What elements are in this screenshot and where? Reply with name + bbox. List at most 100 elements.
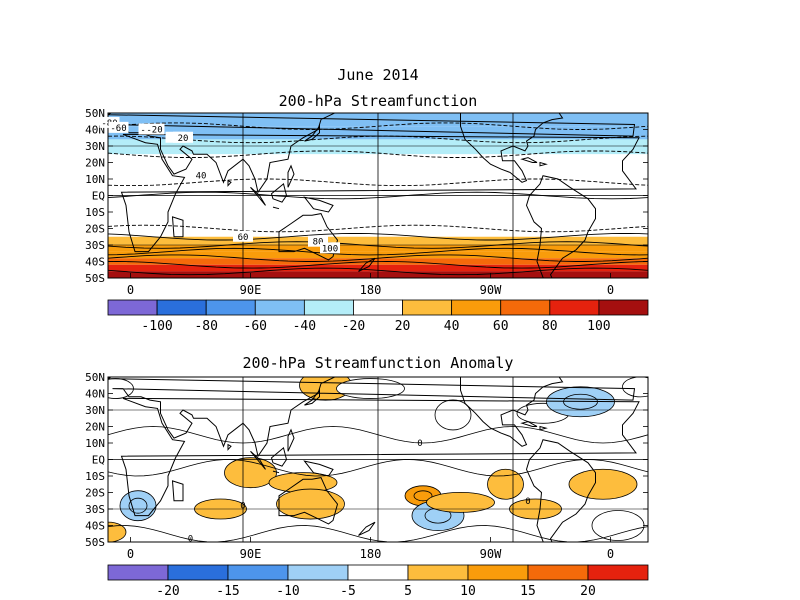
colorbar-label: 10 [460,584,476,599]
coastline [304,124,320,142]
colorbar-label: -80 [194,319,217,334]
coastline [358,257,376,272]
contour-label-bg [191,169,211,181]
colorbar-label: -10 [276,584,299,599]
anomaly-core [413,490,433,502]
contour-label: 60 [238,233,249,243]
colorbar-swatch [402,299,453,316]
coastline [525,175,596,278]
coastline [459,113,564,183]
chart2-plot: 50N 40N 30N 20N 10N EQ 10S 20S 30S 40S 50S 0 90E 180 9… [85,337,649,599]
contour-label-bg [308,235,328,247]
coastline [569,73,619,96]
colorbar-label: 5 [404,584,412,599]
y-tick-label: 50N [85,371,105,384]
colorbar-swatch [303,299,354,316]
coastline [525,439,596,542]
anomaly-blob [426,491,495,513]
contour-label-bg [144,123,165,135]
y-tick-label: 40S [85,256,105,269]
coastline [227,179,232,187]
chart1-subtitle: 200-hPa Streamfunction [278,92,478,110]
x-tick-label: 90E [240,283,262,297]
coastline [278,477,339,525]
anomaly-blob [108,521,127,542]
colorbar-swatch [107,299,158,316]
coastline [569,337,619,360]
coastline [303,460,334,477]
colorbar-swatch [287,564,349,581]
coastline [171,216,184,238]
coastline [108,377,636,458]
anomaly-blob [591,510,645,541]
colorbar-label: -100 [141,319,172,334]
coastline [272,206,280,210]
x-tick-label: 180 [360,547,382,561]
colorbar-label: -5 [340,584,356,599]
colorbar-swatch [227,564,289,581]
y-tick-label: 10N [85,173,105,186]
coastline [120,397,640,517]
anomaly-core [128,497,148,514]
anomaly-blob [276,488,345,520]
coastline [227,443,232,451]
colorbar-swatch [451,299,502,316]
contour-label-bg [233,230,253,242]
y-tick-label: 20N [85,421,105,434]
x-tick-label: 0 [607,547,614,561]
colorbar-swatch [167,564,229,581]
colorbar-swatch [467,564,529,581]
coastline [171,480,184,502]
colorbar-label: -20 [342,319,365,334]
coastline [270,183,288,203]
coastline [272,470,280,474]
colorbar-swatch [107,564,169,581]
y-tick-label: 30N [85,404,105,417]
coastline [560,113,641,114]
y-tick-label: EQ [92,190,105,203]
colorbar-swatch [549,299,600,316]
y-tick-label: 40N [85,388,105,401]
y-tick-label: EQ [92,454,105,467]
colorbar-swatch [500,299,551,316]
coastline [633,369,639,376]
contour-label: 0 [525,497,530,507]
colorbar-swatch [527,564,589,581]
coastline [287,428,295,452]
y-tick-label: 10S [85,206,105,219]
y-tick-label: 20S [85,223,105,236]
coastline [520,421,538,427]
coastline [303,196,334,213]
y-tick-label: 50S [85,272,105,285]
colorbar-swatch [353,299,403,316]
colorbar-label: 20 [580,584,596,599]
contour-label: 100 [322,244,338,254]
coastline [250,186,266,206]
colorbar-label: -40 [293,319,316,334]
colorbar-label: 15 [520,584,536,599]
colorbar-swatch [347,564,409,581]
colorbar-label: -15 [216,584,239,599]
coastline [539,161,548,167]
anomaly-blob [119,490,157,522]
chart2-title: 200-hPa Streamfunction Anomaly [242,354,514,372]
x-tick-label: 0 [127,283,134,297]
contour-label-bg [320,242,340,254]
y-tick-label: 50S [85,536,105,549]
coastline [287,164,295,188]
x-tick-label: 90W [480,283,502,297]
colorbar-label: -60 [244,319,267,334]
contour-label: 0 [240,502,245,512]
coastline [520,157,538,163]
y-tick-label: 20S [85,487,105,500]
anomaly-blob [434,399,472,431]
y-tick-label: 30N [85,140,105,153]
coastline [270,447,288,467]
colorbar-swatch [254,299,305,316]
colorbar-swatch [156,299,207,316]
contour-label: -20 [146,126,162,136]
y-tick-label: 10N [85,437,105,450]
coastline [539,425,548,431]
coastline [560,377,641,378]
